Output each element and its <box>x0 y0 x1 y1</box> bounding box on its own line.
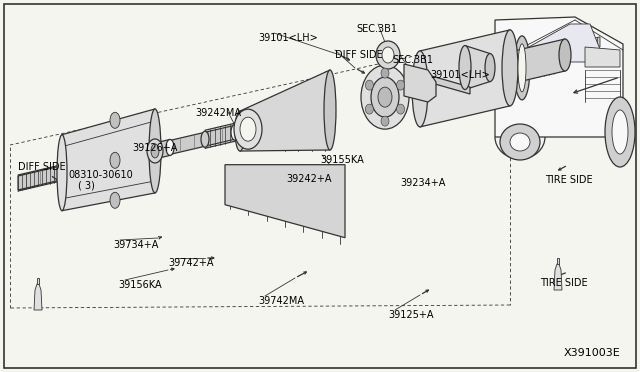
Text: 39155KA: 39155KA <box>320 155 364 165</box>
Text: 39101<LH>: 39101<LH> <box>430 70 490 80</box>
Ellipse shape <box>110 152 120 168</box>
Ellipse shape <box>147 139 163 163</box>
Text: 39234+A: 39234+A <box>400 178 445 188</box>
Text: SEC.3B1: SEC.3B1 <box>392 55 433 65</box>
Ellipse shape <box>381 116 389 126</box>
Polygon shape <box>34 284 42 310</box>
Ellipse shape <box>559 39 571 71</box>
Text: 39101<LH>: 39101<LH> <box>258 33 317 43</box>
Text: 39742MA: 39742MA <box>258 296 304 306</box>
Ellipse shape <box>365 104 373 114</box>
Ellipse shape <box>235 111 245 151</box>
Ellipse shape <box>381 68 389 78</box>
Ellipse shape <box>361 65 409 129</box>
Polygon shape <box>37 278 39 284</box>
Ellipse shape <box>459 45 471 90</box>
Text: 39734+A: 39734+A <box>113 240 158 250</box>
Polygon shape <box>225 165 345 238</box>
Text: TIRE SIDE: TIRE SIDE <box>545 175 593 185</box>
Polygon shape <box>465 45 490 90</box>
Text: SEC.3B1: SEC.3B1 <box>356 24 397 34</box>
Text: DIFF SIDE: DIFF SIDE <box>18 162 66 172</box>
Ellipse shape <box>231 124 239 140</box>
Text: X391003E: X391003E <box>563 348 620 358</box>
Ellipse shape <box>371 77 399 117</box>
Polygon shape <box>490 37 600 73</box>
Ellipse shape <box>510 133 530 151</box>
Polygon shape <box>240 70 330 151</box>
Ellipse shape <box>57 135 67 211</box>
Ellipse shape <box>500 124 540 160</box>
Polygon shape <box>155 140 170 159</box>
Polygon shape <box>554 264 562 290</box>
Ellipse shape <box>485 54 495 81</box>
Text: 39156KA: 39156KA <box>118 280 162 290</box>
Polygon shape <box>420 30 510 127</box>
Polygon shape <box>18 102 335 190</box>
Polygon shape <box>502 24 605 62</box>
Ellipse shape <box>234 109 262 149</box>
Text: 08310-30610: 08310-30610 <box>68 170 132 180</box>
Ellipse shape <box>382 47 394 63</box>
Polygon shape <box>495 17 623 137</box>
Text: 39242+A: 39242+A <box>286 174 332 184</box>
Ellipse shape <box>151 144 159 158</box>
Ellipse shape <box>612 110 628 154</box>
Polygon shape <box>557 258 559 264</box>
Ellipse shape <box>110 112 120 128</box>
FancyBboxPatch shape <box>4 4 636 368</box>
Ellipse shape <box>518 44 526 92</box>
Text: 39242MA: 39242MA <box>195 108 241 118</box>
Ellipse shape <box>110 192 120 208</box>
Ellipse shape <box>201 131 209 147</box>
Ellipse shape <box>149 109 161 193</box>
Ellipse shape <box>378 87 392 107</box>
Ellipse shape <box>376 41 400 69</box>
Text: TIRE SIDE: TIRE SIDE <box>540 278 588 288</box>
Ellipse shape <box>151 143 159 159</box>
Text: 39125+A: 39125+A <box>388 310 433 320</box>
Ellipse shape <box>605 97 635 167</box>
Ellipse shape <box>397 80 404 90</box>
Polygon shape <box>428 75 470 94</box>
Ellipse shape <box>514 36 530 100</box>
Ellipse shape <box>397 104 404 114</box>
Polygon shape <box>510 39 565 84</box>
Text: ( 3): ( 3) <box>78 180 95 190</box>
Ellipse shape <box>166 140 174 155</box>
Text: DIFF SIDE: DIFF SIDE <box>335 50 383 60</box>
Polygon shape <box>585 47 620 67</box>
Polygon shape <box>62 109 155 211</box>
Text: 39126+A: 39126+A <box>132 143 177 153</box>
Ellipse shape <box>240 117 256 141</box>
Ellipse shape <box>324 70 336 150</box>
Ellipse shape <box>365 80 373 90</box>
Text: 39742+A: 39742+A <box>168 258 214 268</box>
Ellipse shape <box>412 51 428 127</box>
Polygon shape <box>404 64 436 102</box>
Ellipse shape <box>502 30 518 106</box>
